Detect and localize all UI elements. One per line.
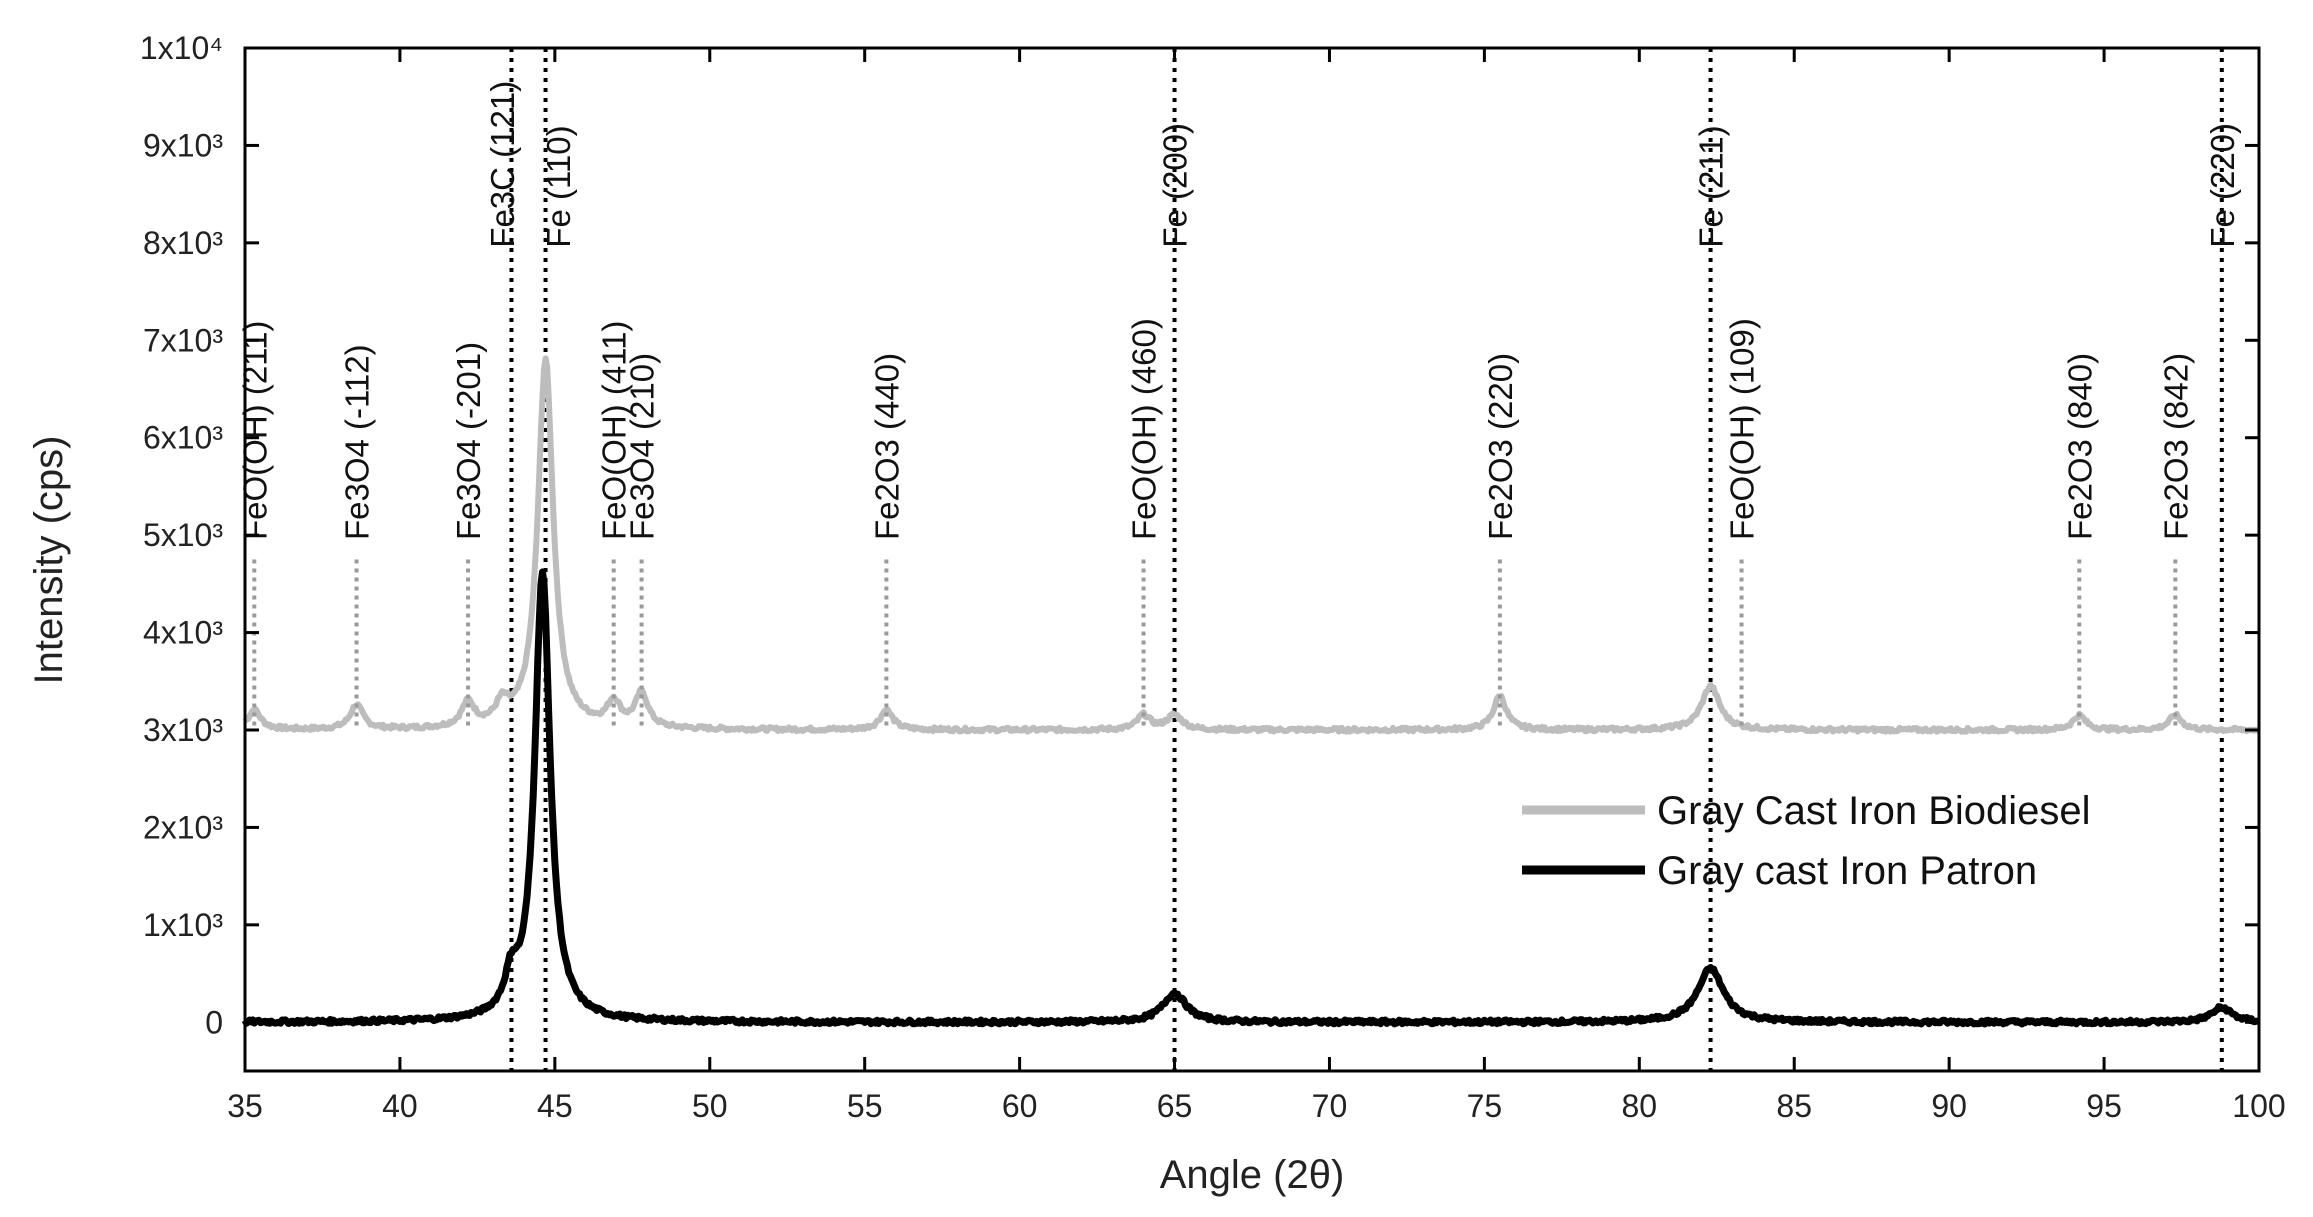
y-tick-label: 1x10⁴ [140,30,223,66]
x-tick-label: 50 [692,1088,728,1124]
legend: Gray Cast Iron Biodiesel Gray cast Iron … [1522,789,2091,893]
peak-label: Fe2O3 (220) [1482,353,1519,540]
y-tick-label: 8x10³ [143,225,223,261]
axes-layer: 35 40 45 50 55 60 65 70 75 80 85 90 95 100 0 1x10³ 2x10³… [140,30,2286,1124]
x-tick-label: 80 [1622,1088,1658,1124]
peak-label: Fe (200) [1157,123,1194,248]
x-tick-label: 75 [1467,1088,1503,1124]
x-tick-label: 55 [847,1088,883,1124]
peak-label: Fe3O4 (-112) [339,344,376,540]
y-tick-label: 7x10³ [143,322,223,358]
y-tick-label: 0 [205,1004,223,1040]
peak-label: Fe2O3 (440) [868,353,905,540]
x-tick-label: 95 [2086,1088,2122,1124]
peak-label: FeO(OH) (460) [1126,318,1163,540]
x-tick-label: 100 [2232,1088,2285,1124]
x-tick-label: 45 [537,1088,573,1124]
peak-label: Fe (110) [540,125,577,247]
peak-label: Fe2O3 (840) [2061,353,2098,540]
x-tick-label: 35 [227,1088,263,1124]
peak-label: Fe3O4 (-201) [450,342,487,540]
series-line-biodiesel [242,355,2261,735]
series-line-patron [241,568,2261,1028]
x-tick-label: 65 [1157,1088,1193,1124]
peak-label: Fe3C (121) [484,81,521,248]
reference-lines-layer [509,48,2224,1071]
y-tick-label: 4x10³ [143,615,223,651]
x-tick-label: 40 [382,1088,418,1124]
peak-label: Fe (220) [2204,123,2241,248]
peak-label: Fe2O3 (842) [2157,353,2194,540]
x-tick-label: 85 [1776,1088,1812,1124]
x-axis-title: Angle (2θ) [1160,1153,1345,1197]
x-tick-label: 60 [1002,1088,1038,1124]
peak-label: FeO(OH) (109) [1724,318,1761,540]
series-layer [241,355,2261,1028]
peak-label: FeO(OH) (411) [596,321,633,540]
y-tick-label: 5x10³ [143,517,223,553]
y-tick-label: 9x10³ [143,127,223,163]
peak-label: FeO(OH) (211) [236,321,273,540]
legend-label-patron: Gray cast Iron Patron [1657,849,2037,893]
legend-label-biodiesel: Gray Cast Iron Biodiesel [1657,789,2091,833]
y-axis-title: Intensity (cps) [27,436,71,685]
y-tick-label: 6x10³ [143,420,223,456]
x-tick-label: 70 [1312,1088,1348,1124]
x-tick-label: 90 [1931,1088,1967,1124]
peak-annotations-layer: FeO(OH) (211) Fe3O4 (-112) Fe3O4 (-201) Fe3… [236,81,2241,730]
plot-frame [243,46,2261,1073]
peak-label: Fe (211) [1693,125,1730,247]
y-tick-label: 1x10³ [143,907,223,943]
y-tick-label: 2x10³ [143,809,223,845]
y-tick-label: 3x10³ [143,712,223,748]
peak-label: Fe3O4 (210) [624,353,661,540]
